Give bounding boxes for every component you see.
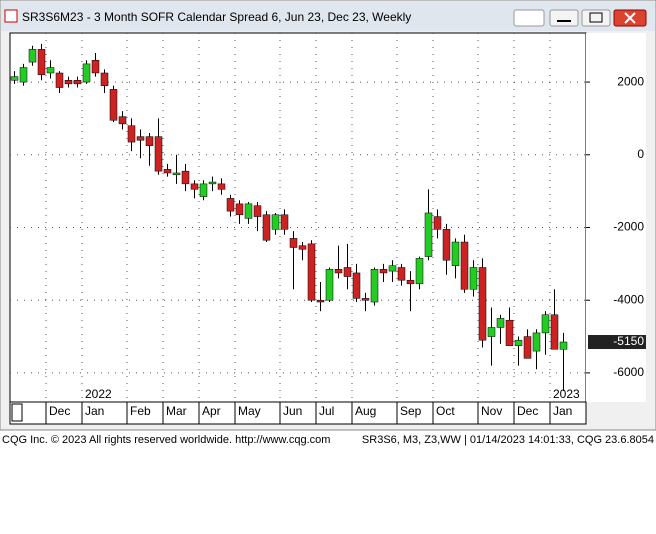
x-tick-label: Oct: [436, 404, 455, 418]
x-tick-label: Feb: [130, 404, 151, 418]
candle-body: [343, 267, 352, 277]
maximize-button[interactable]: [581, 9, 611, 27]
x-tick-label: Aug: [355, 404, 376, 418]
candle-body: [100, 72, 109, 86]
candle-body: [325, 269, 334, 301]
candle-body: [226, 198, 235, 212]
candle-body: [73, 80, 82, 85]
candle-body: [334, 269, 343, 274]
x-tick-label: Sep: [400, 404, 422, 418]
candle-body: [163, 169, 172, 174]
app-icon: [4, 9, 18, 23]
candle-body: [181, 170, 190, 185]
x-tick-label: Mar: [166, 404, 187, 418]
x-tick-label: Jun: [283, 404, 302, 418]
candle-body: [505, 319, 514, 346]
x-tick-label: May: [238, 404, 261, 418]
candle-body: [307, 243, 316, 301]
x-tick-label: Dec: [49, 404, 70, 418]
candle-body: [460, 241, 469, 290]
candle-body: [55, 72, 64, 88]
candle-body: [523, 336, 532, 359]
candle-body: [64, 80, 73, 85]
candle-body: [406, 279, 415, 285]
y-tick-label: 0: [637, 147, 644, 161]
candle-body: [262, 214, 271, 241]
candle-body: [280, 214, 289, 230]
candle-body: [199, 183, 208, 197]
last-value-label: -5150: [613, 334, 644, 348]
y-tick-label: -4000: [613, 292, 644, 306]
candle-body: [469, 267, 478, 290]
year-label: 2022: [85, 387, 112, 401]
candle-body: [118, 116, 127, 125]
candle-body: [154, 136, 163, 172]
candle-body: [352, 272, 361, 299]
candle-body: [559, 341, 568, 350]
title-bar: [1, 1, 655, 31]
candle-body: [253, 205, 262, 217]
candle-body: [496, 318, 505, 328]
close-icon: [624, 12, 636, 24]
x-tick-label: Jan: [553, 404, 572, 418]
candle-body: [487, 327, 496, 337]
candle-body: [244, 203, 253, 219]
candle-body: [208, 181, 217, 185]
candle-body: [316, 299, 325, 303]
candle-body: [478, 267, 487, 341]
x-tick-label: Apr: [202, 404, 221, 418]
candle-body: [451, 241, 460, 266]
candle-body: [190, 183, 199, 190]
candle-body: [217, 183, 226, 190]
x-axis-area: [9, 401, 587, 425]
candle-body: [397, 267, 406, 281]
x-tick-label: Jan: [85, 404, 104, 418]
candle-body: [298, 245, 307, 250]
candle-body: [514, 339, 523, 346]
x-tick-label: Jul: [319, 404, 334, 418]
candle-body: [370, 269, 379, 303]
candle-body: [532, 332, 541, 352]
minimize-button[interactable]: [549, 9, 579, 27]
x-tick-label: Nov: [481, 404, 502, 418]
candle-body: [10, 76, 19, 81]
x-tick-label: Dec: [517, 404, 538, 418]
maximize-icon: [589, 12, 603, 23]
candle-body: [235, 203, 244, 216]
candle-body: [19, 67, 28, 83]
candle-body: [271, 214, 280, 230]
candle-body: [379, 269, 388, 274]
candle-body: [109, 89, 118, 121]
candle-body: [433, 216, 442, 230]
candle-body: [91, 60, 100, 74]
candle-body: [541, 314, 550, 334]
candle-body: [424, 212, 433, 257]
candle-body: [82, 63, 91, 83]
candle-body: [415, 258, 424, 285]
candle-body: [442, 229, 451, 261]
candle-body: [388, 265, 397, 272]
candle-body: [37, 49, 46, 76]
plot-area: [9, 32, 587, 403]
y-tick-label: -6000: [613, 365, 644, 379]
candle-body: [289, 238, 298, 248]
last-value-box: [588, 335, 646, 350]
candle-body: [550, 314, 559, 350]
candle-body: [28, 49, 37, 63]
candle-body: [46, 67, 55, 74]
scroll-box[interactable]: [11, 403, 23, 422]
candle-body: [361, 298, 370, 301]
candle-body: [127, 125, 136, 143]
y-tick-label: -2000: [613, 220, 644, 234]
candle-body: [145, 136, 154, 146]
footer-left: CQG Inc. © 2023 All rights reserved worl…: [2, 434, 330, 446]
link-button[interactable]: [513, 9, 545, 27]
year-label: 2023: [553, 387, 580, 401]
footer-right: SR3S6, M3, Z3,WW | 01/14/2023 14:01:33, …: [362, 434, 654, 446]
candle-body: [172, 172, 181, 176]
window-title: SR3S6M23 - 3 Month SOFR Calendar Spread …: [22, 10, 411, 24]
candle-body: [136, 136, 145, 141]
y-tick-label: 2000: [617, 74, 644, 88]
